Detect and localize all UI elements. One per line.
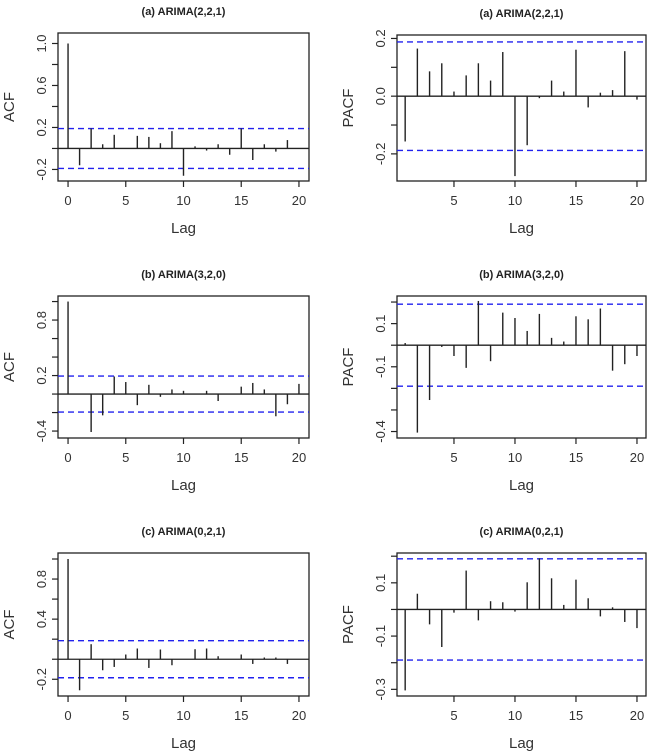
panel-title: (b) ARIMA(3,2,0) xyxy=(479,269,564,281)
plot-frame xyxy=(396,34,647,182)
y-axis-label: ACF xyxy=(1,610,18,640)
y-tick-label: 0.0 xyxy=(373,87,388,105)
y-tick-label: 0.4 xyxy=(34,610,49,628)
x-tick-label: 10 xyxy=(508,708,522,723)
x-tick-label: 15 xyxy=(569,193,583,208)
x-tick-label: 0 xyxy=(64,193,71,208)
x-axis-label: Lag xyxy=(171,477,196,494)
plot-frame xyxy=(57,552,310,697)
panel-title: (b) ARIMA(3,2,0) xyxy=(141,269,226,281)
panel-6: (c) ARIMA(0,2,1) -0.3 -0.1 0.1 5 10 15 20 Lag PAC… xyxy=(340,526,647,752)
y-tick-label: -0.3 xyxy=(373,678,388,700)
panel-4: (b) ARIMA(3,2,0) -0.4 -0.1 0.1 5 10 15 20 Lag PAC… xyxy=(340,269,647,494)
x-tick-label: 20 xyxy=(630,708,644,723)
y-axis-label: ACF xyxy=(1,352,18,382)
x-tick-label: 5 xyxy=(122,450,129,465)
panel-title: (c) ARIMA(0,2,1) xyxy=(142,526,226,538)
y-tick-label: -0.2 xyxy=(34,668,49,690)
plot-frame xyxy=(396,295,647,439)
x-axis-label: Lag xyxy=(171,220,196,237)
y-tick-label: 1.0 xyxy=(34,34,49,52)
x-tick-label: 10 xyxy=(176,708,190,723)
x-tick-label: 15 xyxy=(234,708,248,723)
y-tick-label: 0.1 xyxy=(373,315,388,333)
panel-title: (a) ARIMA(2,2,1) xyxy=(142,6,226,18)
x-tick-label: 20 xyxy=(630,450,644,465)
plot-frame xyxy=(57,295,310,439)
y-axis-label: ACF xyxy=(1,92,18,122)
panel-title: (c) ARIMA(0,2,1) xyxy=(480,526,564,538)
x-tick-label: 15 xyxy=(569,708,583,723)
x-tick-label: 20 xyxy=(292,450,306,465)
y-tick-label: 0.8 xyxy=(34,570,49,588)
x-axis-label: Lag xyxy=(509,477,534,494)
y-tick-label: -0.2 xyxy=(373,143,388,165)
y-axis-label: PACF xyxy=(340,348,357,387)
panel-1: (a) ARIMA(2,2,1) -0.2 0.2 0.6 1.0 0 5 10 15 20 Lag… xyxy=(1,6,310,237)
panel-3: (b) ARIMA(3,2,0) -0.4 0.2 0.8 0 5 10 15 20 Lag ACF xyxy=(1,269,310,494)
x-tick-label: 10 xyxy=(508,193,522,208)
panel-2: (a) ARIMA(2,2,1) -0.2 0.0 0.2 5 10 15 20 Lag PACF xyxy=(340,8,647,237)
x-tick-label: 10 xyxy=(176,450,190,465)
y-axis-label: PACF xyxy=(340,89,357,128)
y-tick-label: 0.1 xyxy=(373,574,388,592)
x-tick-label: 20 xyxy=(292,193,306,208)
y-tick-label: 0.2 xyxy=(373,29,388,47)
x-tick-label: 5 xyxy=(450,193,457,208)
x-tick-label: 10 xyxy=(508,450,522,465)
x-tick-label: 5 xyxy=(450,450,457,465)
x-tick-label: 15 xyxy=(234,193,248,208)
panel-5: (c) ARIMA(0,2,1) -0.2 0.4 0.8 0 5 10 15 20 Lag ACF xyxy=(1,526,310,752)
x-tick-label: 15 xyxy=(569,450,583,465)
x-tick-label: 0 xyxy=(64,708,71,723)
y-axis-label: PACF xyxy=(340,605,357,644)
x-axis-label: Lag xyxy=(509,220,534,237)
y-tick-label: -0.2 xyxy=(34,158,49,180)
y-tick-label: -0.1 xyxy=(373,356,388,378)
panel-title: (a) ARIMA(2,2,1) xyxy=(480,8,564,20)
y-tick-label: -0.4 xyxy=(373,420,388,442)
y-tick-label: 0.6 xyxy=(34,76,49,94)
y-tick-label: -0.1 xyxy=(373,625,388,647)
x-tick-label: 20 xyxy=(292,708,306,723)
x-axis-label: Lag xyxy=(171,735,196,752)
y-tick-label: 0.8 xyxy=(34,311,49,329)
x-tick-label: 5 xyxy=(450,708,457,723)
x-tick-label: 10 xyxy=(176,193,190,208)
x-tick-label: 15 xyxy=(234,450,248,465)
plot-frame xyxy=(396,552,647,697)
y-tick-label: 0.2 xyxy=(34,118,49,136)
x-tick-label: 0 xyxy=(64,450,71,465)
x-tick-label: 5 xyxy=(122,708,129,723)
y-tick-label: 0.2 xyxy=(34,367,49,385)
x-tick-label: 5 xyxy=(122,193,129,208)
x-axis-label: Lag xyxy=(509,735,534,752)
x-tick-label: 20 xyxy=(630,193,644,208)
y-tick-label: -0.4 xyxy=(34,420,49,442)
